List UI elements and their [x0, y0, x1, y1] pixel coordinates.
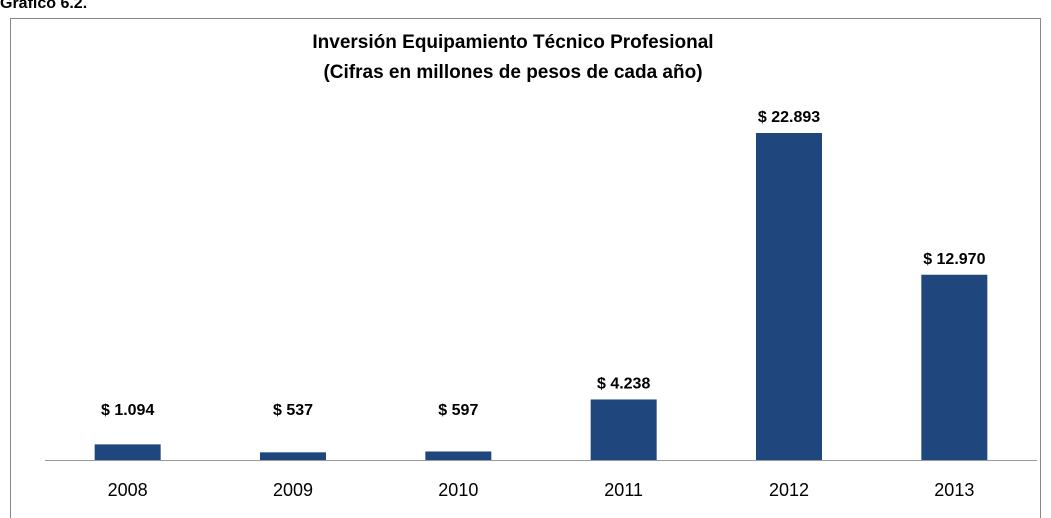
chart-title: Inversión Equipamiento Técnico Profesion…	[312, 32, 713, 53]
bar	[756, 133, 822, 460]
x-tick-label: 2013	[934, 480, 974, 500]
bar	[590, 399, 657, 460]
caption: Gráfico 6.2.	[0, 0, 87, 12]
data-label: $ 597	[438, 402, 478, 419]
bar	[921, 274, 988, 460]
x-tick-label: 2009	[273, 480, 313, 500]
chart-subtitle: (Cifras en millones de pesos de cada año…	[323, 62, 702, 83]
x-tick-label: 2011	[604, 480, 643, 500]
bar	[94, 444, 161, 460]
data-label: $ 12.970	[923, 251, 985, 268]
x-tick-label: 2012	[769, 480, 809, 500]
data-label: $ 4.238	[597, 376, 650, 393]
bar	[425, 451, 492, 460]
x-tick-label: 2010	[438, 480, 478, 500]
x-tick-label: 2008	[108, 480, 148, 500]
data-label: $ 537	[273, 402, 313, 419]
data-label: $ 22.893	[758, 109, 820, 126]
data-label: $ 1.094	[101, 402, 154, 419]
chart-frame	[10, 18, 1041, 518]
bar	[260, 452, 326, 460]
